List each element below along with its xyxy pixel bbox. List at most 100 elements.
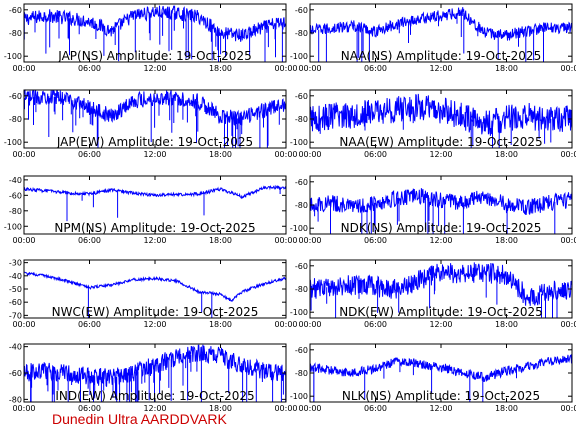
y-tick-label: -100 bbox=[290, 52, 308, 61]
signal-line bbox=[309, 93, 573, 136]
x-tick-label: 00:00 bbox=[274, 64, 297, 73]
chart-title: NDK(NS) Amplitude: 19-Oct-2025 bbox=[341, 221, 542, 235]
signal-spikes bbox=[310, 272, 558, 318]
y-tick-label: -40 bbox=[9, 176, 22, 185]
x-tick-label: 00:00 bbox=[298, 236, 321, 245]
x-tick-label: 06:00 bbox=[364, 64, 387, 73]
x-tick-label: 00:00 bbox=[12, 236, 35, 245]
y-tick-label: -60 bbox=[9, 369, 22, 378]
x-tick-label: 00:00 bbox=[12, 404, 35, 413]
chart-panel-2: 00:00 06:00 12:00 18:00 00:00 -60 -80 -100 JAP(E… bbox=[4, 89, 298, 159]
x-tick-label: 00:00 bbox=[298, 64, 321, 73]
y-tick-label: -60 bbox=[295, 178, 308, 187]
y-tick-label: -100 bbox=[4, 52, 22, 61]
signal-spikes bbox=[318, 108, 552, 148]
y-tick-label: -80 bbox=[295, 201, 308, 210]
signal-line bbox=[309, 188, 573, 216]
signal-spikes bbox=[30, 353, 287, 402]
y-tick-label: -40 bbox=[9, 343, 22, 352]
x-tick-label: 12:00 bbox=[429, 236, 452, 245]
chart-panel-5: 00:00 06:00 12:00 18:00 00:00 -60 -80 -100 NDK(N… bbox=[290, 175, 576, 245]
y-tick-label: -60 bbox=[9, 92, 22, 101]
x-tick-label: 06:00 bbox=[78, 404, 101, 413]
x-tick-label: 18:00 bbox=[209, 150, 232, 159]
x-tick-label: 00:00 bbox=[274, 236, 297, 245]
chart-title: NPM(NS) Amplitude: 19-Oct-2025 bbox=[54, 221, 255, 235]
x-tick-label: 18:00 bbox=[209, 236, 232, 245]
chart-panel-6: 00:00 06:00 12:00 18:00 00:00 -30 -40 -50 -60 -70… bbox=[9, 259, 298, 329]
chart-title: JAP(NS) Amplitude: 19-Oct-2025 bbox=[57, 49, 251, 63]
x-tick-label: 00:00 bbox=[298, 150, 321, 159]
y-tick-label: -60 bbox=[295, 6, 308, 15]
x-tick-label: 00:00 bbox=[560, 236, 576, 245]
y-tick-label: -80 bbox=[9, 29, 22, 38]
x-tick-label: 12:00 bbox=[143, 236, 166, 245]
x-tick-label: 18:00 bbox=[495, 236, 518, 245]
x-tick-label: 06:00 bbox=[364, 404, 387, 413]
x-tick-label: 00:00 bbox=[560, 64, 576, 73]
signal-spikes bbox=[318, 12, 544, 62]
y-tick-label: -80 bbox=[9, 207, 22, 216]
y-tick-label: -60 bbox=[295, 346, 308, 355]
y-tick-label: -80 bbox=[295, 285, 308, 294]
signal-spikes bbox=[24, 96, 280, 148]
x-tick-label: 06:00 bbox=[78, 236, 101, 245]
x-tick-label: 00:00 bbox=[560, 320, 576, 329]
x-tick-label: 18:00 bbox=[495, 320, 518, 329]
y-tick-label: -80 bbox=[295, 369, 308, 378]
y-tick-label: -60 bbox=[295, 92, 308, 101]
x-tick-label: 12:00 bbox=[429, 150, 452, 159]
x-tick-label: 18:00 bbox=[495, 404, 518, 413]
chart-panel-9: 00:00 06:00 12:00 18:00 00:00 -60 -80 -100 NLK(N… bbox=[290, 343, 576, 413]
x-tick-label: 06:00 bbox=[78, 320, 101, 329]
x-tick-label: 18:00 bbox=[209, 404, 232, 413]
x-tick-label: 00:00 bbox=[560, 404, 576, 413]
x-tick-label: 00:00 bbox=[298, 320, 321, 329]
y-tick-label: -70 bbox=[9, 311, 22, 320]
y-tick-label: -60 bbox=[9, 298, 22, 307]
x-tick-label: 18:00 bbox=[209, 320, 232, 329]
y-tick-label: -30 bbox=[9, 259, 22, 268]
chart-panel-8: 00:00 06:00 12:00 18:00 00:00 -40 -60 -80 IND(EW… bbox=[9, 343, 298, 413]
x-tick-label: 12:00 bbox=[429, 64, 452, 73]
signal-spikes bbox=[314, 197, 556, 234]
x-tick-label: 12:00 bbox=[143, 320, 166, 329]
chart-title: NAA(NS) Amplitude: 19-Oct-2025 bbox=[341, 49, 541, 63]
x-tick-label: 12:00 bbox=[143, 150, 166, 159]
x-tick-label: 06:00 bbox=[78, 150, 101, 159]
signal-line bbox=[309, 7, 573, 41]
y-tick-label: -40 bbox=[9, 272, 22, 281]
x-tick-label: 12:00 bbox=[143, 64, 166, 73]
signal-spikes bbox=[313, 361, 517, 402]
chart-title: NWC(EW) Amplitude: 19-Oct-2025 bbox=[52, 305, 259, 319]
chart-panel-3: 00:00 06:00 12:00 18:00 00:00 -60 -80 -100 NAA(E… bbox=[290, 89, 576, 159]
y-tick-label: -100 bbox=[4, 222, 22, 231]
signal-line bbox=[23, 184, 287, 200]
y-tick-label: -80 bbox=[9, 115, 22, 124]
chart-title: JAP(EW) Amplitude: 19-Oct-2025 bbox=[56, 135, 253, 149]
x-tick-label: 12:00 bbox=[143, 404, 166, 413]
signal-line bbox=[309, 354, 573, 382]
footer-label: Dunedin Ultra AARDDVARK bbox=[52, 411, 227, 427]
chart-title: NLK(NS) Amplitude: 19-Oct-2025 bbox=[342, 389, 540, 403]
chart-panel-0: 00:00 06:00 12:00 18:00 00:00 -60 -80 -100 JAP(N… bbox=[4, 3, 298, 73]
x-tick-label: 00:00 bbox=[12, 150, 35, 159]
x-tick-label: 06:00 bbox=[78, 64, 101, 73]
y-tick-label: -60 bbox=[9, 6, 22, 15]
chart-title: NAA(EW) Amplitude: 19-Oct-2025 bbox=[339, 135, 542, 149]
y-tick-label: -100 bbox=[290, 138, 308, 147]
y-tick-label: -80 bbox=[295, 115, 308, 124]
signal-line bbox=[23, 5, 287, 42]
chart-title: IND(EW) Amplitude: 19-Oct-2025 bbox=[55, 389, 254, 403]
y-tick-label: -80 bbox=[295, 29, 308, 38]
y-tick-label: -100 bbox=[290, 308, 308, 317]
y-tick-label: -60 bbox=[295, 262, 308, 271]
signal-line bbox=[309, 262, 573, 306]
x-tick-label: 00:00 bbox=[274, 404, 297, 413]
x-tick-label: 00:00 bbox=[298, 404, 321, 413]
signal-spikes bbox=[23, 12, 283, 62]
x-tick-label: 00:00 bbox=[12, 320, 35, 329]
x-tick-label: 06:00 bbox=[364, 320, 387, 329]
x-tick-label: 18:00 bbox=[495, 64, 518, 73]
signal-spikes bbox=[66, 187, 281, 222]
